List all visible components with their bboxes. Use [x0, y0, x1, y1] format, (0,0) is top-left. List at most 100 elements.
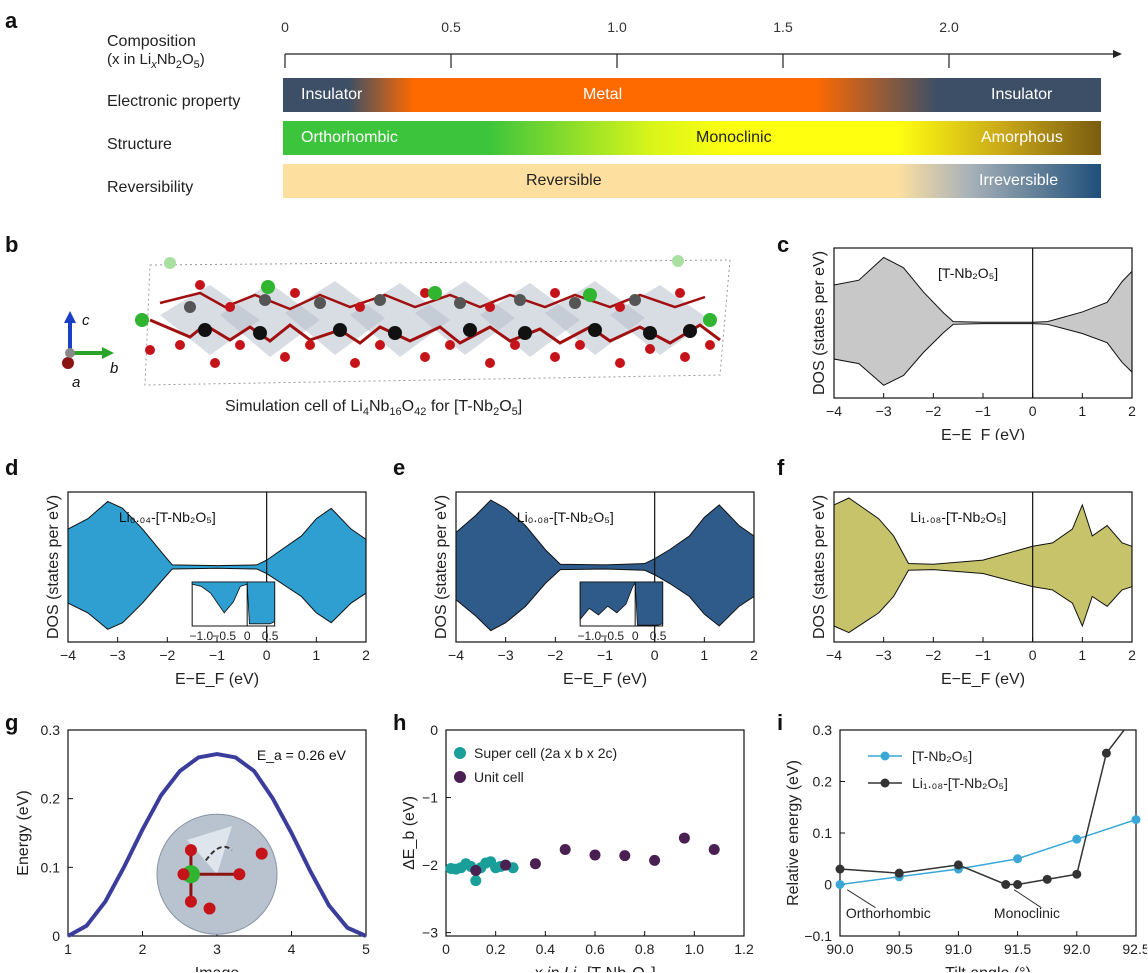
- x-tick-label: 5: [362, 941, 370, 957]
- data-point: [1072, 835, 1081, 844]
- x-axis-label: E−E_F (eV): [563, 671, 647, 688]
- reversibility-label: Reversibility: [107, 179, 193, 197]
- axes-triad: c b a: [62, 311, 118, 391]
- composition-tick-label: 0: [281, 19, 289, 35]
- migration-inset-picture: [157, 814, 277, 934]
- energy-barrier-chart-g: 1 2 3 4 5 0 0.1 0.2 0.3 Image Energy (eV) E_a = 0.2…: [5, 712, 380, 972]
- x-tick-label: 1: [700, 647, 708, 663]
- x-tick-label: 0: [651, 647, 659, 663]
- dos-annotation: Li₀.₀₈-[T-Nb₂O₅]: [517, 509, 614, 525]
- legend-marker: [881, 779, 890, 788]
- y-tick-label: 0: [52, 928, 60, 944]
- x-tick-label: 2: [362, 647, 370, 663]
- data-point: [895, 869, 904, 878]
- data-point: [560, 844, 571, 855]
- data-point: [470, 875, 481, 886]
- legend-marker: [881, 752, 890, 761]
- activation-energy-annotation: E_a = 0.26 eV: [257, 747, 347, 763]
- x-tick-label: −1: [975, 403, 991, 419]
- x-tick-label: 0.6: [585, 941, 605, 957]
- x-tick-label: −2: [925, 403, 941, 419]
- dos-chart-c: −4 −3 −2 −1 0 1 2 E−E_F (eV) DOS (states per eV)…: [782, 240, 1142, 440]
- composition-title: Composition: [107, 33, 205, 51]
- x-tick-label: 1: [312, 647, 320, 663]
- data-point: [836, 865, 845, 874]
- composition-nb: Nb: [157, 51, 176, 68]
- legend-marker: [454, 747, 466, 759]
- data-point: [619, 850, 630, 861]
- x-tick-label: −2: [159, 647, 175, 663]
- x-tick-label: 91.5: [1004, 941, 1031, 957]
- electronic-property-bar: Insulator Metal Insulator: [283, 78, 1101, 112]
- reversibility-right-label: Irreversible: [979, 172, 1058, 190]
- panel-label-a: a: [5, 8, 17, 34]
- x-tick-label: 1: [64, 941, 72, 957]
- structure-bar: Orthorhombic Monoclinic Amorphous: [283, 121, 1101, 155]
- x-axis-label: x in Lix-[T-Nb₂O₅]: [533, 965, 655, 972]
- y-tick-label: 0.3: [41, 722, 61, 738]
- reversibility-left-label: Reversible: [526, 172, 602, 190]
- x-axis-label: E−E_F (eV): [941, 427, 1025, 440]
- inset-tick-label: −0.5: [212, 629, 236, 643]
- inset-tick-label: −0.5: [600, 629, 624, 643]
- x-tick-label: −4: [826, 647, 842, 663]
- x-tick-label: 1.0: [685, 941, 705, 957]
- legend-label: Super cell (2a x b x 2c): [474, 745, 617, 761]
- data-point: [470, 865, 481, 876]
- y-tick-label: 0.1: [813, 825, 833, 841]
- inset-tick-label: 0: [244, 629, 251, 643]
- axis-a-label: a: [72, 374, 80, 391]
- oxygen-atom: [177, 868, 189, 880]
- x-tick-label: 0: [263, 647, 271, 663]
- y-axis-label: DOS (states per eV): [433, 495, 450, 639]
- data-point: [1043, 875, 1052, 884]
- oxygen-atom: [256, 848, 268, 860]
- caption-part: Simulation cell of Li: [225, 398, 363, 415]
- binding-energy-chart-h: 00.20.40.60.81.01.20−1−2−3x in Lix-[T-Nb…: [393, 712, 768, 972]
- x-tick-label: 92.0: [1063, 941, 1090, 957]
- inset-tick-label: −1.0: [189, 629, 213, 643]
- simulation-cell-caption: Simulation cell of Li4Nb16O42 for [T-Nb2…: [225, 398, 522, 418]
- data-point: [1072, 870, 1081, 879]
- legend-label: [T-Nb₂O₅]: [912, 748, 972, 764]
- reversibility-bar: Reversible Irreversible: [283, 164, 1101, 198]
- x-tick-label: 0.8: [635, 941, 655, 957]
- x-tick-label: 1.2: [734, 941, 754, 957]
- caption-part: Nb: [369, 398, 389, 415]
- oxygen-atom: [204, 903, 216, 915]
- dos-annotation: [T-Nb₂O₅]: [938, 265, 998, 281]
- axis-b-label: b: [110, 360, 118, 377]
- y-tick-label: 0: [430, 722, 438, 738]
- oxygen-atom: [185, 844, 197, 856]
- composition-tick-label: 1.5: [773, 19, 793, 35]
- data-point: [590, 849, 601, 860]
- data-point: [1013, 880, 1022, 889]
- y-axis-label: DOS (states per eV): [811, 251, 828, 395]
- x-tick-label: −3: [498, 647, 514, 663]
- x-tick-label: 0: [1029, 403, 1037, 419]
- inset-tick-label: 0: [632, 629, 639, 643]
- x-tick-label: 2: [750, 647, 758, 663]
- x-tick-label: 2: [1128, 647, 1136, 663]
- inset-tick-label: 0.5: [262, 629, 279, 643]
- x-tick-label: 0.4: [536, 941, 556, 957]
- data-point: [679, 833, 690, 844]
- x-tick-label: 91.0: [945, 941, 972, 957]
- data-point: [1013, 854, 1022, 863]
- dos-annotation: Li₁.₀₈-[T-Nb₂O₅]: [910, 509, 1006, 525]
- x-tick-label: −4: [448, 647, 464, 663]
- orthorhombic-annotation: Orthorhombic: [846, 905, 931, 921]
- monoclinic-annotation: Monoclinic: [994, 905, 1060, 921]
- data-point: [500, 860, 511, 871]
- x-axis-label: Image: [195, 965, 240, 972]
- caption-part: for [T-Nb: [426, 398, 493, 415]
- structure-label: Structure: [107, 136, 172, 154]
- x-tick-label: −2: [547, 647, 563, 663]
- y-tick-label: 0.2: [41, 791, 61, 807]
- structure-mid-label: Monoclinic: [696, 129, 772, 147]
- y-axis-label: ΔE_b (eV): [401, 796, 418, 870]
- y-tick-label: −3: [422, 925, 438, 941]
- x-tick-label: 0: [1029, 647, 1037, 663]
- composition-label: Composition (x in LixNb2O5): [107, 33, 205, 71]
- y-tick-label: −2: [422, 857, 438, 873]
